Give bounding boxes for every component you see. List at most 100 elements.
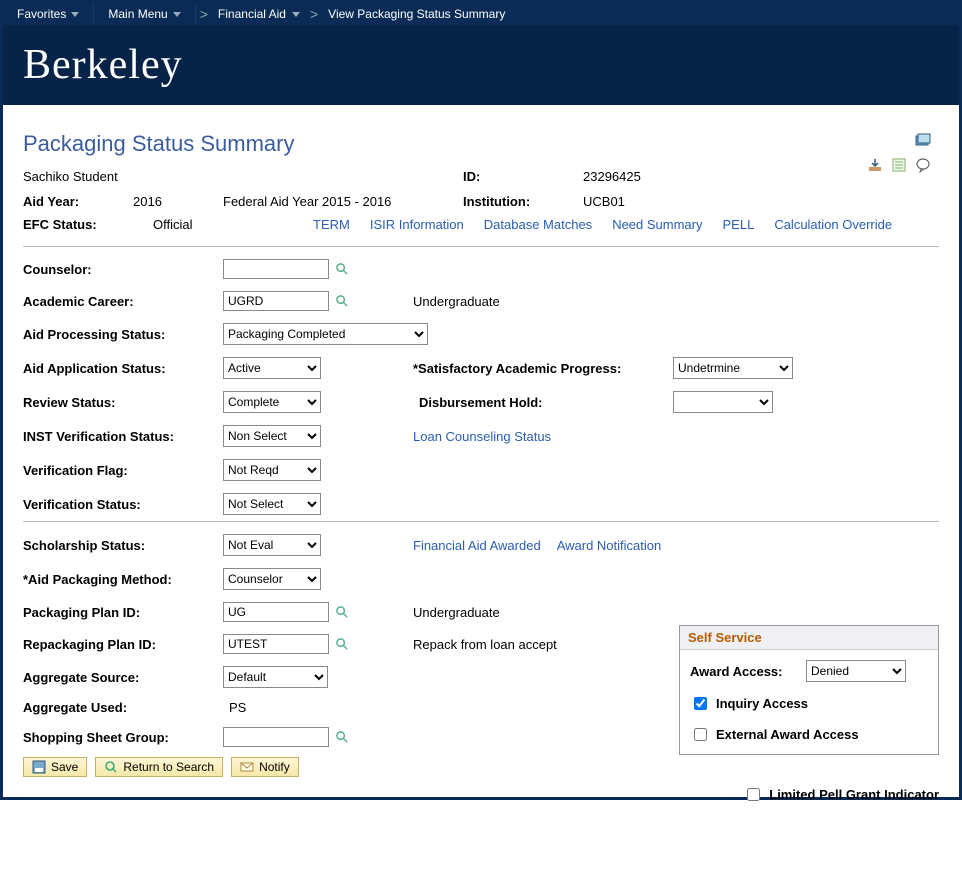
content-area: Packaging Status Summary Sachiko Student… (3, 105, 959, 797)
link-isir[interactable]: ISIR Information (370, 217, 464, 232)
app-status-select[interactable]: Active (223, 357, 321, 379)
counselor-label: Counselor: (23, 262, 223, 277)
career-label: Academic Career: (23, 294, 223, 309)
link-pell[interactable]: PELL (723, 217, 755, 232)
aid-year-desc: Federal Aid Year 2015 - 2016 (223, 194, 463, 209)
inst-verif-select[interactable]: Non Select (223, 425, 321, 447)
disb-select[interactable] (673, 391, 773, 413)
chevron-down-icon (71, 12, 79, 17)
lookup-icon[interactable] (335, 730, 350, 745)
pkg-plan-input[interactable] (223, 602, 329, 622)
chevron-down-icon (292, 12, 300, 17)
link-calc-override[interactable]: Calculation Override (774, 217, 892, 232)
return-button[interactable]: Return to Search (95, 757, 223, 777)
link-loan-counseling[interactable]: Loan Counseling Status (413, 429, 551, 444)
external-award-checkbox[interactable] (694, 728, 707, 741)
inquiry-access-checkbox[interactable] (694, 697, 707, 710)
award-access-select[interactable]: Denied (806, 660, 906, 682)
chat-icon[interactable] (915, 157, 931, 173)
nav-main-menu-label: Main Menu (108, 7, 167, 21)
page-actions (867, 133, 931, 173)
self-service-title: Self Service (680, 626, 938, 650)
self-service-box: Self Service Award Access: Denied Inquir… (679, 625, 939, 755)
lookup-icon[interactable] (335, 637, 350, 652)
nav-main-menu[interactable]: Main Menu (94, 3, 195, 25)
schol-select[interactable]: Not Eval (223, 534, 321, 556)
disb-label: Disbursement Hold: (413, 395, 673, 410)
review-select[interactable]: Complete (223, 391, 321, 413)
limited-pell-checkbox[interactable] (747, 788, 760, 801)
breadcrumb-financial-aid[interactable]: Financial Aid (212, 7, 306, 21)
efc-value: Official (153, 217, 243, 232)
download-icon[interactable] (867, 157, 883, 173)
repkg-desc: Repack from loan accept (413, 637, 673, 652)
pkg-plan-label: Packaging Plan ID: (23, 605, 223, 620)
breadcrumb-current: View Packaging Status Summary (322, 7, 511, 21)
page-title: Packaging Status Summary (23, 131, 939, 157)
verif-flag-select[interactable]: Not Reqd (223, 459, 321, 481)
logo: Berkeley (23, 41, 183, 89)
aid-year-value: 2016 (133, 194, 223, 209)
chevron-down-icon (173, 12, 181, 17)
proc-status-label: Aid Processing Status: (23, 327, 223, 342)
institution-value: UCB01 (583, 194, 783, 209)
award-access-label: Award Access: (690, 664, 800, 679)
review-label: Review Status: (23, 395, 223, 410)
verif-status-select[interactable]: Not Select (223, 493, 321, 515)
link-need-summary[interactable]: Need Summary (612, 217, 702, 232)
agg-used-value: PS (223, 700, 413, 715)
lookup-icon[interactable] (335, 262, 350, 277)
link-term[interactable]: TERM (313, 217, 350, 232)
return-label: Return to Search (123, 760, 214, 774)
career-input[interactable] (223, 291, 329, 311)
proc-status-select[interactable]: Packaging Completed (223, 323, 428, 345)
new-window-icon[interactable] (915, 133, 931, 149)
nav-favorites-label: Favorites (17, 7, 66, 21)
link-db-matches[interactable]: Database Matches (484, 217, 592, 232)
career-desc: Undergraduate (413, 294, 673, 309)
notify-button[interactable]: Notify (231, 757, 299, 777)
app-status-label: Aid Application Status: (23, 361, 223, 376)
verif-status-label: Verification Status: (23, 497, 223, 512)
pkg-method-label: *Aid Packaging Method: (23, 572, 223, 587)
agg-used-label: Aggregate Used: (23, 700, 223, 715)
aid-year-label: Aid Year: (23, 194, 133, 209)
save-button[interactable]: Save (23, 757, 87, 777)
lookup-icon[interactable] (335, 605, 350, 620)
button-bar: Save Return to Search Notify (23, 757, 939, 787)
agg-src-label: Aggregate Source: (23, 670, 223, 685)
link-row: EFC Status: Official TERM ISIR Informati… (23, 217, 939, 240)
shop-label: Shopping Sheet Group: (23, 730, 223, 745)
limited-pell-label: Limited Pell Grant Indicator (769, 787, 939, 802)
agg-src-select[interactable]: Default (223, 666, 328, 688)
repkg-input[interactable] (223, 634, 329, 654)
sap-select[interactable]: Undetrmine (673, 357, 793, 379)
efc-label: EFC Status: (23, 217, 133, 232)
header-grid: Sachiko Student ID: 23296425 Aid Year: 2… (23, 169, 939, 209)
repkg-label: Repackaging Plan ID: (23, 637, 223, 652)
pkg-method-select[interactable]: Counselor (223, 568, 321, 590)
external-award-label: External Award Access (716, 727, 859, 742)
link-award-notif[interactable]: Award Notification (557, 538, 662, 553)
student-name: Sachiko Student (23, 169, 463, 184)
counselor-input[interactable] (223, 259, 329, 279)
return-icon (104, 760, 118, 774)
limited-pell-row: Limited Pell Grant Indicator (743, 785, 939, 804)
schol-label: Scholarship Status: (23, 538, 223, 553)
breadcrumb-sep: > (196, 6, 212, 22)
inst-verif-label: INST Verification Status: (23, 429, 223, 444)
breadcrumb-label: Financial Aid (218, 7, 286, 21)
notes-icon[interactable] (891, 157, 907, 173)
shop-input[interactable] (223, 727, 329, 747)
link-fa-awarded[interactable]: Financial Aid Awarded (413, 538, 541, 553)
lookup-icon[interactable] (335, 294, 350, 309)
save-label: Save (51, 760, 78, 774)
notify-icon (240, 760, 254, 774)
verif-flag-label: Verification Flag: (23, 463, 223, 478)
nav-favorites[interactable]: Favorites (3, 3, 94, 25)
institution-label: Institution: (463, 194, 583, 209)
save-icon (32, 760, 46, 774)
divider (23, 521, 939, 522)
sap-label: *Satisfactory Academic Progress: (413, 361, 673, 376)
top-nav: Favorites Main Menu > Financial Aid > Vi… (3, 3, 959, 25)
